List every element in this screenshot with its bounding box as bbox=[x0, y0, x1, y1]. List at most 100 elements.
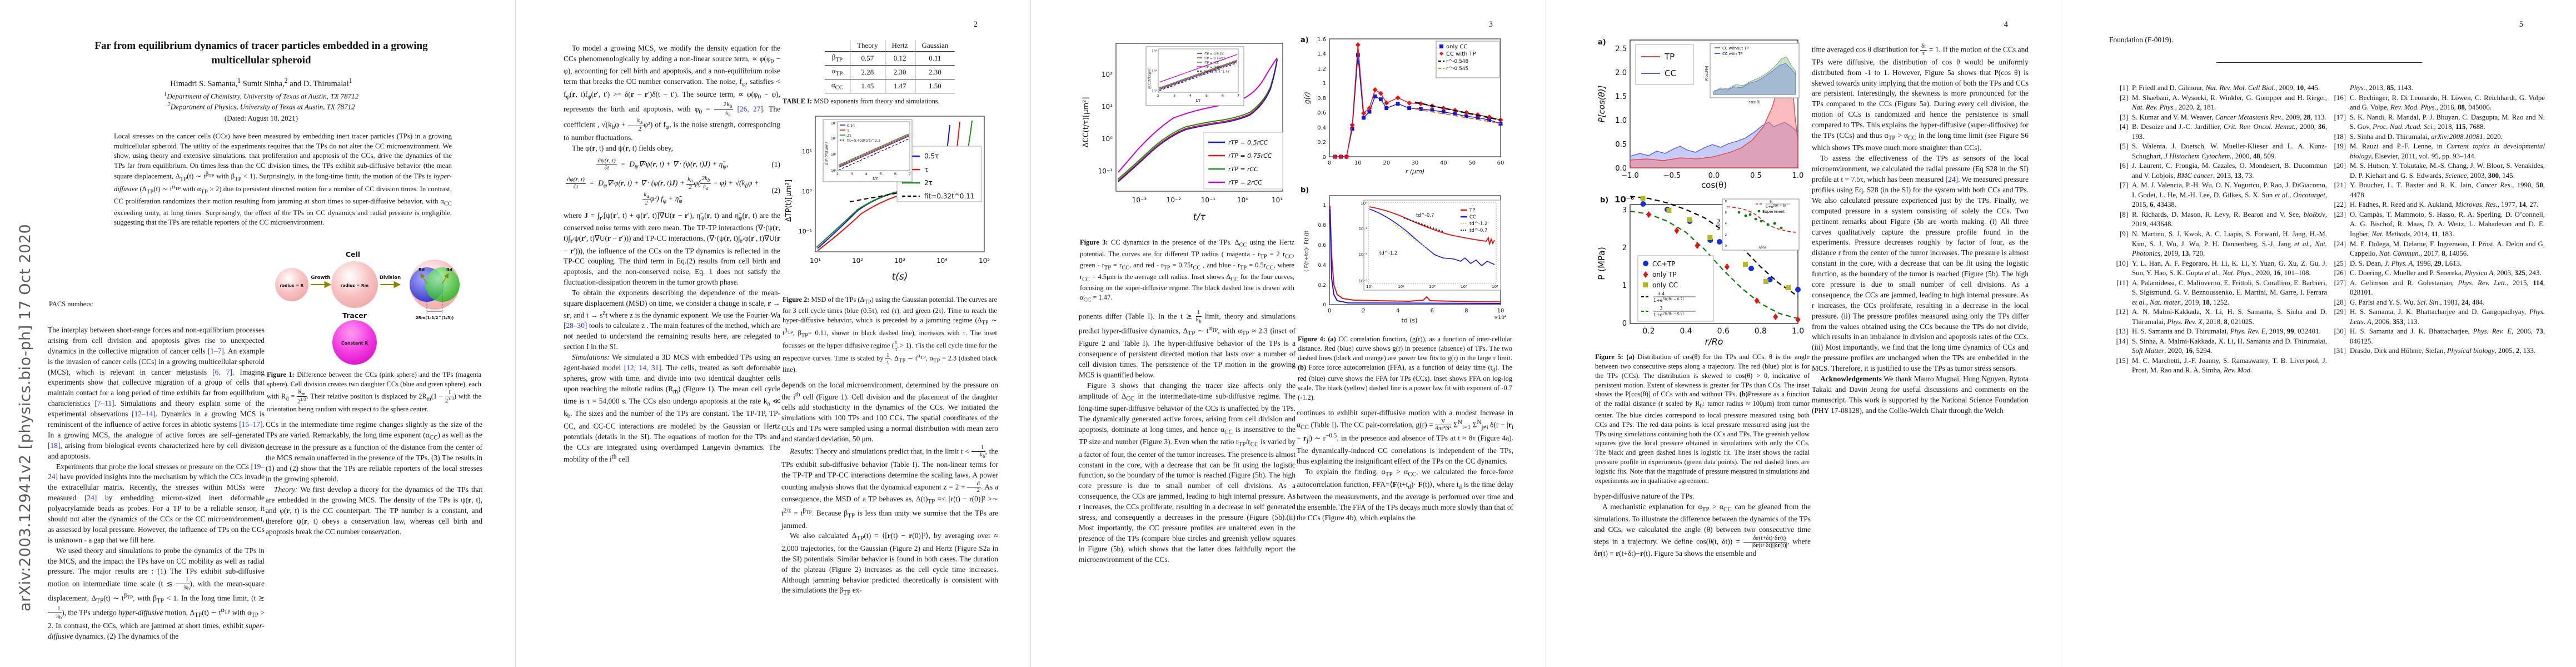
tick-label: 0 bbox=[1328, 308, 1331, 314]
figure-1-diagram: Cell radius = R Growth radius = Rm Divis… bbox=[275, 250, 460, 365]
reference-text: C. Doering, C. Mueller and P. Smereka, P… bbox=[2350, 269, 2542, 277]
legend-label: TP bbox=[1664, 52, 1675, 62]
reference-item: [15] M. C. Marchetti, J.-F. Joanny, S. Ra… bbox=[2109, 356, 2327, 376]
tick-label: 6 bbox=[1431, 308, 1434, 314]
page1-left-column: The interplay between short-range forces… bbox=[48, 325, 265, 642]
tick-label: 0.2 bbox=[1642, 327, 1655, 336]
axis-label: t/τ bbox=[1193, 212, 1206, 223]
tick-label: 10⁻² bbox=[1167, 196, 1182, 204]
paragraph: CCs in the intermediate time regime chan… bbox=[266, 420, 482, 484]
rd-arrow-left bbox=[420, 273, 427, 284]
axis-label: P[cos(θ)] bbox=[1705, 66, 1709, 81]
page-number: 3 bbox=[1488, 20, 1493, 29]
figure-5-caption: Figure 5: (a) Distribution of cos(θ) for… bbox=[1595, 353, 1810, 485]
paragraph: continues to exhibit super-diffusive mot… bbox=[1297, 408, 1514, 466]
tick-label: 10⁰ bbox=[1361, 201, 1367, 206]
fig1-division-label: Division bbox=[380, 275, 401, 281]
reference-text: J. Laurent, C. Frongia, M. Cazales, O. M… bbox=[2132, 162, 2327, 180]
tick-label: 0.4 bbox=[1317, 125, 1326, 131]
reference-number: [3] bbox=[2120, 113, 2128, 121]
paragraph: ponents differ (Table I). In the t ≳ 1 kb… bbox=[1079, 309, 1296, 379]
reference-item: [7] A. M. J. Valencia, P.-H. Wu, O. N. Yo… bbox=[2109, 181, 2327, 210]
axis-label: r/Ro bbox=[1705, 336, 1723, 347]
tick-label: 40 bbox=[1440, 160, 1447, 166]
reference-number: [20] bbox=[2334, 162, 2346, 170]
tick-label: 1.0 bbox=[1792, 172, 1804, 180]
reference-item: [6] J. Laurent, C. Frongia, M. Cazales, O… bbox=[2109, 161, 2327, 181]
reference-number: [28] bbox=[2334, 298, 2346, 306]
fig1-growth-label: Growth bbox=[311, 275, 331, 281]
abstract: Local stresses on the cancer cells (CCs)… bbox=[114, 132, 452, 227]
tick-label: 50 bbox=[1468, 160, 1476, 166]
tick-label: 0 bbox=[1328, 160, 1331, 166]
tick-label: 1 bbox=[1323, 81, 1326, 87]
page2-right-column: Theory Hertz Gaussian βTP 0.57 0.12 0.11 αTP 2… bbox=[781, 39, 998, 598]
equation-2-number: (2) bbox=[771, 186, 780, 195]
inset: 0.5τ τ 2τ fit=0.403(t/τ̃)^2.3 10⁰ 10¹ 10… bbox=[823, 119, 913, 182]
legend-label: CC without TP bbox=[1722, 46, 1749, 51]
reference-text: R. Richards, D. Mason, R. Levy, R. Bearo… bbox=[2132, 210, 2327, 228]
legend-label: rTP = 0.75rCC bbox=[1228, 152, 1272, 160]
tick-label: 0.0 bbox=[1708, 172, 1720, 180]
tick-label: 3 bbox=[851, 172, 853, 176]
paper-title: Far from equilibrium dynamics of tracer … bbox=[94, 40, 428, 66]
paragraph: To explain the finding, αTP > αCC, we ca… bbox=[1297, 467, 1513, 522]
daughter-cell-green bbox=[425, 267, 460, 302]
reference-text: A. M. J. Valencia, P.-H. Wu, O. N. Yogur… bbox=[2132, 181, 2327, 209]
reference-text: S. Walenta, J. Doetsch, W. Mueller-Klies… bbox=[2132, 142, 2327, 160]
page-number: 2 bbox=[973, 20, 978, 29]
reference-number: [7] bbox=[2120, 181, 2128, 190]
tick-label: 6 bbox=[894, 172, 896, 176]
tick-label: 1.6 bbox=[1317, 37, 1326, 43]
cos-distributions bbox=[1630, 46, 1798, 168]
tick-label: 10² bbox=[1102, 71, 1113, 78]
fig1-rd2: Rd bbox=[446, 267, 452, 272]
tick-label: 2.0 bbox=[1615, 69, 1627, 77]
figure-2-caption: Figure 2: MSD of the TPs (ΔTP) using the… bbox=[783, 295, 998, 374]
tick-label: 10³ bbox=[894, 257, 905, 265]
paragraph: Experiments that probe the local stresse… bbox=[48, 462, 265, 544]
legend-label: CC+TP bbox=[1652, 260, 1675, 268]
reference-text: M. C. Marchetti, J.-F. Joanny, S. Ramasw… bbox=[2132, 356, 2327, 375]
reference-item: [31] Drasdo, Dirk and Höhme, Stefan, Phys… bbox=[2327, 346, 2545, 356]
table-cell: 1.45 bbox=[850, 79, 885, 93]
axis-label: t/τ̃ bbox=[873, 176, 878, 181]
table-header: Hertz bbox=[884, 40, 915, 52]
axis-label: t(s) bbox=[892, 271, 908, 282]
affiliation-2: 2Department of Physics, University of Te… bbox=[167, 101, 355, 111]
axis-label: td (s) bbox=[1401, 317, 1417, 324]
tick-label: 1 bbox=[1323, 203, 1326, 208]
tick-label: 60 bbox=[1497, 160, 1504, 166]
fig1-cell-label: Cell bbox=[346, 250, 360, 258]
tick-label: 2 bbox=[1622, 244, 1627, 252]
paragraph: hyper-diffusive nature of the TPs. bbox=[1594, 491, 1695, 500]
reference-item: [9] N. Martino, S. J. Kwok, A. C. Liapis,… bbox=[2109, 230, 2327, 259]
tick-label: 10 bbox=[1354, 160, 1362, 166]
reference-item: [20] M. S. Hutson, Y. Tokutake, M.-S. Cha… bbox=[2327, 161, 2545, 181]
tick-label: 10² bbox=[852, 257, 863, 265]
axis-label: ΔTP(t)[μm²] bbox=[785, 180, 793, 222]
tick-label: 1.0 bbox=[1615, 117, 1627, 125]
annotation: td^-1.2 bbox=[1379, 251, 1397, 256]
reference-text: G. Parisi and Y. S. Wu, Sci. Sin., 1981,… bbox=[2350, 298, 2485, 306]
equation-1-number: (1) bbox=[771, 160, 780, 168]
paragraph: Results: Theory and simulations predict … bbox=[781, 444, 998, 530]
reference-number: [27] bbox=[2334, 278, 2346, 287]
reference-text: D. S. Dean, J. Phys. A, 1996, 29, L613. bbox=[2350, 259, 2462, 267]
tick-label: 0 bbox=[1725, 245, 1727, 248]
tick-label: 10¹ bbox=[1152, 89, 1158, 93]
tick-label: 10⁵ bbox=[1492, 285, 1498, 289]
axis-scale: 10⁻⁶ bbox=[1615, 195, 1634, 205]
table-cell: 2.30 bbox=[884, 65, 915, 79]
tick-label: 0.5 bbox=[1615, 141, 1627, 149]
paragraph: To model a growing MCS, we modify the de… bbox=[564, 44, 780, 142]
reference-number: [12] bbox=[2116, 308, 2128, 316]
axis-label: t/τ bbox=[1195, 98, 1201, 103]
reference-number: [11] bbox=[2116, 278, 2128, 287]
page3-right-column: a) only CC CC with TP r^-0.548 r^-0.545 … bbox=[1297, 33, 1513, 524]
fit-formula-numerator: 3 bbox=[1660, 306, 1662, 311]
reference-number: [10] bbox=[2116, 259, 2128, 267]
reference-number bbox=[2327, 83, 2350, 93]
table-cell: αCC bbox=[824, 79, 850, 93]
